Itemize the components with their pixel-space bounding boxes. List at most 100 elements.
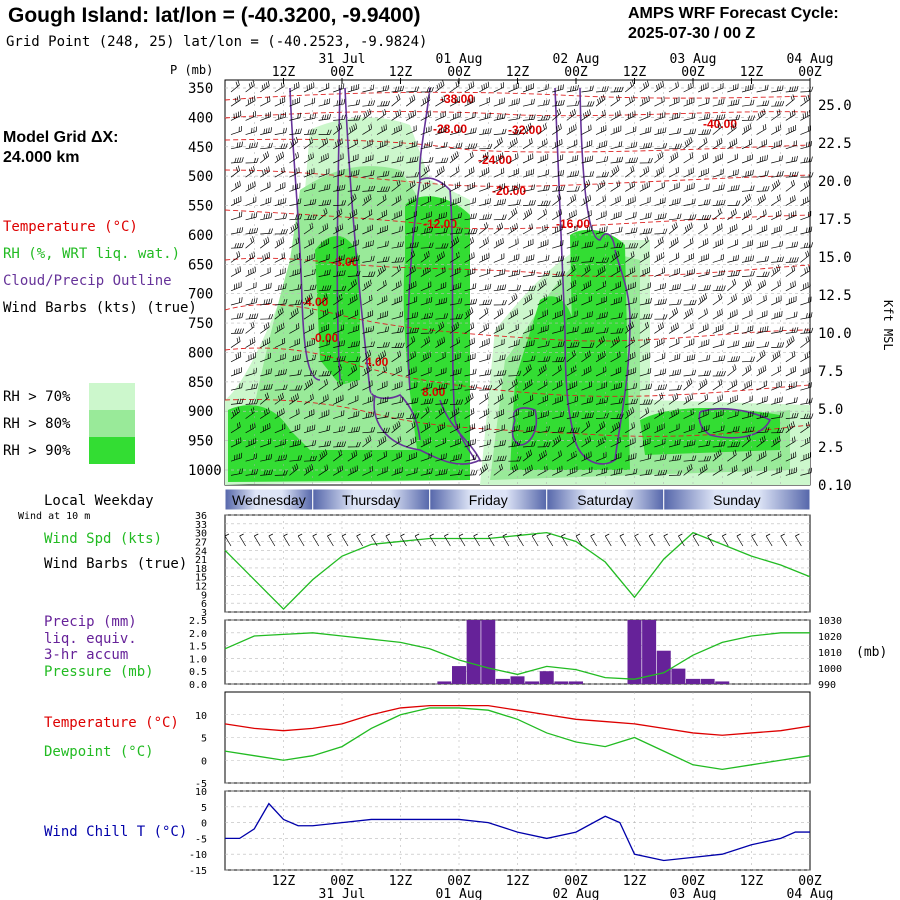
wind-barb-feather — [597, 184, 600, 190]
wind-barb-staff — [420, 170, 430, 178]
wind-barb — [245, 95, 256, 107]
wind-barb-feather — [731, 296, 733, 302]
wind-barb-feather — [326, 98, 328, 105]
wind-barb — [537, 309, 548, 320]
wind-barb — [727, 99, 740, 107]
wind-barb-feather — [734, 364, 737, 370]
wind-barb-staff — [741, 244, 753, 249]
wind-barb-feather — [781, 342, 785, 348]
wind-barb-feather — [279, 410, 281, 416]
wind-barb — [712, 168, 724, 178]
wind-barb-feather — [690, 222, 693, 228]
wind-barb-feather — [482, 299, 485, 305]
wind-barb-staff — [770, 113, 781, 121]
wind-barb-feather — [428, 421, 431, 427]
wind-barb-staff — [493, 288, 505, 292]
wind-barb-feather — [749, 84, 752, 90]
wind-barb-feather — [732, 124, 735, 130]
wind-barb-feather — [779, 101, 782, 107]
wind-barb-staff — [479, 101, 490, 107]
wind-barb-feather — [308, 294, 311, 300]
wind-barb — [654, 81, 664, 93]
wind-barb-staff — [771, 129, 782, 135]
wind-barb — [698, 82, 709, 93]
wind-barb-feather — [343, 285, 347, 291]
wind-barb-feather — [645, 408, 648, 414]
wind-barb — [318, 238, 329, 249]
wind-barb-feather — [694, 299, 697, 305]
wind-barb-feather — [431, 398, 434, 404]
wind-barb — [785, 225, 798, 235]
wind-barb-feather — [733, 356, 736, 362]
wind-barb — [508, 308, 519, 320]
wind-barb-feather — [312, 284, 315, 290]
wind-barb-feather — [280, 198, 282, 205]
wind-barb-feather — [241, 141, 243, 147]
wind-barb-feather — [431, 312, 434, 318]
wind-barb-feather — [777, 101, 780, 107]
wind-barb-staff — [668, 218, 680, 221]
wind-barb-feather — [501, 370, 504, 376]
wind-barb-feather — [426, 313, 429, 319]
wind-barb-feather — [738, 114, 741, 120]
wind-barb-feather — [632, 165, 635, 171]
wind-barb-feather — [299, 198, 302, 204]
wind-barb-feather — [718, 99, 720, 105]
wind-barb-staff — [595, 355, 606, 363]
wind-barb — [464, 182, 476, 192]
wind-barb-staff — [420, 402, 432, 405]
wind-barb-feather — [483, 410, 485, 416]
wind-barb-feather — [351, 171, 353, 177]
wind-barb-feather — [643, 168, 646, 174]
wind-barb-staff — [449, 241, 459, 249]
wind-barb-feather — [251, 167, 253, 173]
wind-barb-feather — [512, 396, 515, 402]
wind-barb-staff — [668, 272, 680, 277]
wind-barb-feather — [601, 312, 604, 318]
wind-barb — [303, 339, 315, 348]
wind-barb-staff — [712, 142, 723, 150]
wind-barb-feather — [572, 171, 575, 177]
wind-barb-staff — [771, 346, 783, 348]
wind-barb-feather — [574, 279, 577, 285]
wind-barb-feather — [542, 226, 544, 232]
wind-barb-staff — [581, 284, 592, 292]
wind-barb — [610, 156, 624, 164]
wind-barb-feather — [665, 384, 667, 390]
wind-barb-feather — [559, 279, 562, 285]
wind-barb-feather — [458, 422, 461, 428]
wind-barb-feather — [691, 354, 693, 360]
wind-barb-feather — [591, 241, 594, 247]
wind-barb-feather — [589, 85, 592, 91]
wind-barb-feather — [648, 313, 651, 319]
temperature-contour — [224, 304, 811, 342]
wind-barb-feather — [764, 411, 767, 418]
wind-barb-feather — [504, 299, 507, 305]
wind-barb-staff — [289, 172, 300, 178]
wind-barb-staff — [727, 173, 739, 178]
wind-barb-feather — [256, 227, 259, 233]
wind-barb-feather — [384, 109, 387, 115]
wind-barb — [712, 137, 723, 150]
wind-barb-feather — [658, 169, 661, 175]
wind-barb-staff — [610, 215, 622, 221]
wind-barb — [420, 266, 431, 277]
wind-barb-staff — [522, 399, 534, 405]
wind-barb — [303, 323, 315, 334]
wind-barb — [289, 213, 303, 221]
wind-barb — [493, 369, 507, 377]
wind-barb — [785, 257, 799, 263]
wind-barb-staff — [391, 370, 402, 377]
wind-barb-feather — [658, 325, 660, 331]
wind-barb-staff — [712, 383, 723, 391]
wind-barb-staff — [800, 255, 810, 263]
wind-barb-feather — [708, 269, 710, 275]
wind-barb — [376, 186, 391, 192]
wind-barb-feather — [356, 270, 359, 276]
wind-barb-feather — [647, 80, 650, 86]
wind-barb-feather — [443, 157, 446, 163]
wind-barb-feather — [368, 326, 370, 332]
wind-barb-feather — [774, 267, 777, 273]
wind-barb-feather — [528, 139, 531, 145]
wind-barb-feather — [733, 255, 735, 261]
